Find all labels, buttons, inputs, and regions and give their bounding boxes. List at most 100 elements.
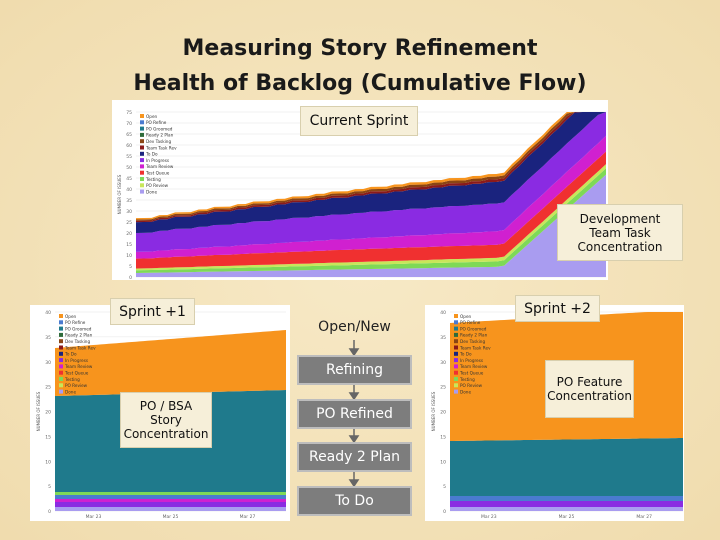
area-layer — [136, 151, 606, 269]
area-layer — [450, 496, 683, 501]
chart-image: 0 5 10 15 20 25 30 35 40 NUMBER OF ISSUES Mar 23 Ma… — [425, 305, 684, 521]
area-layer — [55, 495, 286, 499]
y-tick-label: 25 — [126, 220, 132, 226]
legend-swatch — [454, 314, 458, 318]
legend-label: Testing — [64, 377, 80, 382]
area-layer — [136, 112, 606, 233]
legend-label: Team Review — [459, 364, 488, 369]
legend-label: Team Review — [64, 364, 93, 369]
area-layer — [136, 112, 606, 252]
title-line: Health of Backlog (Cumulative Flow) — [133, 71, 587, 96]
legend-swatch — [140, 126, 144, 131]
y-tick-label: 75 — [126, 110, 132, 116]
y-tick-label: 30 — [440, 360, 446, 366]
legend-swatch — [59, 358, 63, 363]
legend-label: Done — [65, 389, 76, 394]
y-tick-label: 20 — [440, 410, 446, 416]
legend-swatch — [140, 120, 144, 125]
legend-swatch — [454, 339, 458, 344]
title-line: Measuring Story Refinement — [182, 36, 538, 61]
flow-step: Refining — [297, 355, 412, 385]
area-layer — [450, 507, 683, 511]
y-tick-label: 70 — [126, 121, 132, 127]
flow-step: Ready 2 Plan — [297, 442, 412, 472]
y-tick-label: 30 — [45, 360, 51, 366]
area-layer — [55, 499, 286, 502]
y-tick-label: 20 — [45, 410, 51, 416]
legend-label: PO Refine — [146, 120, 167, 125]
legend-label: Open — [65, 314, 77, 319]
callout: Sprint +2 — [515, 295, 600, 322]
area-layer — [55, 507, 286, 511]
axis-label: NUMBER OF ISSUES — [117, 174, 122, 214]
flow-step: PO Refined — [297, 399, 412, 429]
x-tick-label: Mar 23 — [481, 514, 497, 520]
legend-swatch — [454, 326, 458, 331]
flow-arrows — [348, 340, 360, 488]
y-tick-label: 5 — [129, 264, 132, 270]
legend-swatch — [454, 332, 458, 337]
y-tick-label: 0 — [443, 509, 446, 515]
legend-swatch — [140, 139, 144, 144]
callout: PO Feature Concentration — [545, 360, 634, 418]
y-tick-label: 25 — [45, 385, 51, 391]
y-tick-label: 15 — [45, 434, 51, 440]
legend-swatch — [454, 345, 458, 350]
legend-swatch — [140, 164, 144, 169]
legend-swatch — [59, 370, 63, 375]
y-tick-label: 45 — [126, 176, 132, 182]
x-tick-label: Mar 27 — [240, 514, 256, 520]
legend-label: Team Review — [145, 164, 174, 169]
y-tick-label: 65 — [126, 132, 132, 138]
area-layer — [136, 112, 606, 221]
y-tick-label: 10 — [440, 459, 446, 465]
legend-swatch — [59, 364, 63, 369]
legend-label: In Progress — [460, 358, 483, 363]
legend-label: Done — [460, 389, 471, 394]
legend-swatch — [140, 170, 144, 175]
y-tick-label: 50 — [126, 165, 132, 171]
legend-label: In Progress — [65, 358, 88, 363]
x-tick-label: Mar 25 — [163, 514, 179, 520]
y-tick-label: 30 — [126, 209, 132, 215]
legend-label: PO Review — [65, 383, 88, 388]
legend-label: Dev Tasking — [146, 139, 171, 144]
legend-swatch — [454, 377, 458, 381]
axis-label: NUMBER OF ISSUES — [431, 391, 436, 431]
legend-label: In Progress — [146, 158, 169, 163]
legend-label: To Do — [64, 352, 77, 357]
legend-label: Ready 2 Plan — [460, 333, 488, 338]
y-tick-label: 40 — [45, 310, 51, 316]
y-tick-label: 40 — [126, 187, 132, 193]
legend-swatch — [59, 320, 63, 325]
legend-swatch — [140, 151, 144, 156]
axis-label: NUMBER OF ISSUES — [36, 391, 41, 431]
legend-swatch — [59, 377, 63, 381]
area-layer — [450, 438, 683, 496]
legend-swatch — [454, 389, 458, 394]
legend-swatch — [59, 351, 63, 356]
y-tick-label: 0 — [129, 275, 132, 281]
legend-swatch — [140, 183, 144, 188]
legend-swatch — [454, 351, 458, 356]
legend-label: PO Refine — [65, 320, 86, 325]
legend-swatch — [454, 383, 458, 388]
legend-swatch — [59, 345, 63, 350]
legend-swatch — [140, 114, 144, 118]
flow-step: Open/New — [318, 319, 391, 335]
legend-label: Dev Tasking — [65, 339, 90, 344]
callout: Development Team Task Concentration — [557, 204, 683, 261]
legend-label: Dev Tasking — [460, 339, 485, 344]
y-tick-label: 35 — [45, 335, 51, 341]
legend-label: PO Groomed — [65, 326, 92, 331]
area-layer — [55, 502, 286, 507]
y-tick-label: 15 — [126, 242, 132, 248]
legend-swatch — [140, 145, 144, 150]
y-tick-label: 0 — [48, 509, 51, 515]
legend-swatch — [140, 132, 144, 137]
callout: PO / BSA Story Concentration — [120, 392, 212, 448]
legend-swatch — [59, 326, 63, 331]
callout: Sprint +1 — [110, 298, 195, 325]
